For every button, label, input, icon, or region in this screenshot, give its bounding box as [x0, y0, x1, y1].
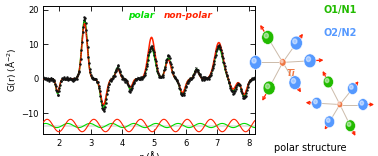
Circle shape	[290, 36, 302, 50]
Circle shape	[262, 31, 274, 44]
Circle shape	[345, 120, 355, 132]
Circle shape	[293, 39, 297, 44]
Circle shape	[281, 60, 283, 63]
Circle shape	[324, 116, 335, 128]
Circle shape	[314, 100, 317, 104]
Circle shape	[291, 78, 296, 83]
Text: O1/N1: O1/N1	[324, 5, 357, 15]
Text: polar structure: polar structure	[274, 143, 346, 153]
Circle shape	[326, 118, 330, 122]
Circle shape	[311, 97, 322, 109]
Circle shape	[325, 78, 329, 83]
Circle shape	[289, 76, 301, 90]
Circle shape	[249, 56, 262, 69]
Circle shape	[350, 85, 353, 89]
Circle shape	[264, 33, 268, 38]
Circle shape	[338, 103, 340, 105]
Text: O2/N2: O2/N2	[324, 28, 357, 38]
Circle shape	[279, 59, 286, 66]
Circle shape	[337, 101, 343, 108]
Circle shape	[347, 83, 358, 95]
Text: non-polar: non-polar	[164, 11, 213, 20]
Circle shape	[265, 84, 270, 89]
Circle shape	[358, 99, 368, 110]
Circle shape	[252, 58, 256, 63]
Circle shape	[360, 101, 364, 105]
Circle shape	[347, 122, 351, 126]
Circle shape	[304, 54, 316, 68]
X-axis label: $r$ (Å): $r$ (Å)	[138, 149, 161, 156]
Text: Ti: Ti	[287, 69, 296, 78]
Text: polar: polar	[128, 11, 155, 20]
Circle shape	[263, 81, 275, 95]
Circle shape	[306, 57, 311, 61]
Y-axis label: G(r) (Å$^{-2}$): G(r) (Å$^{-2}$)	[4, 48, 18, 93]
Circle shape	[323, 76, 333, 88]
